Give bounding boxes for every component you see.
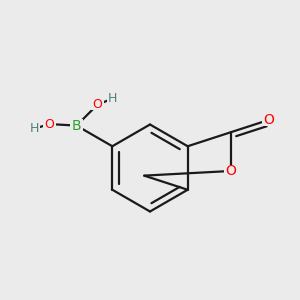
FancyBboxPatch shape xyxy=(43,118,56,130)
FancyBboxPatch shape xyxy=(70,119,83,132)
Text: O: O xyxy=(263,113,274,127)
Text: B: B xyxy=(72,118,81,133)
Text: O: O xyxy=(226,164,236,178)
FancyBboxPatch shape xyxy=(262,114,275,126)
Text: H: H xyxy=(30,122,39,135)
FancyBboxPatch shape xyxy=(91,99,104,110)
FancyBboxPatch shape xyxy=(224,165,238,177)
Text: O: O xyxy=(45,118,55,130)
Text: H: H xyxy=(108,92,117,105)
FancyBboxPatch shape xyxy=(29,123,40,134)
Text: O: O xyxy=(93,98,103,111)
FancyBboxPatch shape xyxy=(107,93,118,104)
